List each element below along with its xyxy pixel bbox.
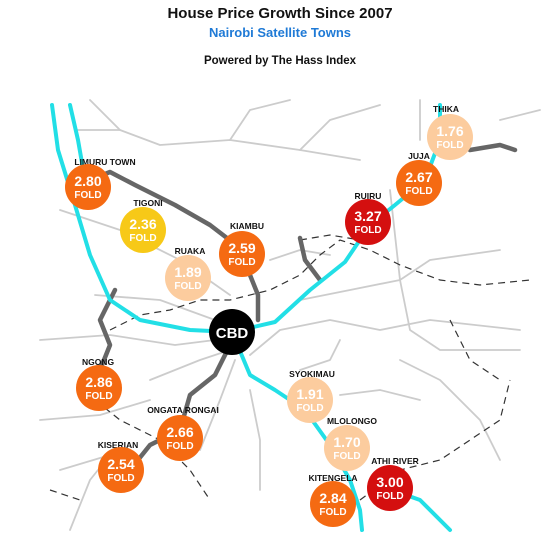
- town-fold-juja: FOLD: [405, 186, 432, 197]
- town-value-thika: 1.76: [436, 123, 463, 139]
- town-circle-ongata-rongai: [157, 415, 203, 461]
- cbd-label: CBD: [216, 325, 249, 342]
- town-fold-athi-river: FOLD: [376, 491, 403, 502]
- town-label-syokimau: SYOKIMAU: [289, 369, 335, 379]
- town-value-kiserian: 2.54: [107, 456, 134, 472]
- town-fold-thika: FOLD: [436, 140, 463, 151]
- town-circle-ruaka: [165, 255, 211, 301]
- town-circle-juja: [396, 160, 442, 206]
- town-value-ruiru: 3.27: [354, 208, 381, 224]
- town-circle-ruiru: [345, 199, 391, 245]
- town-fold-kiserian: FOLD: [107, 473, 134, 484]
- town-circle-mlolongo: [324, 425, 370, 471]
- town-circle-kiambu: [219, 231, 265, 277]
- town-label-limuru-town: LIMURU TOWN: [74, 157, 135, 167]
- town-circle-limuru-town: [65, 164, 111, 210]
- town-fold-syokimau: FOLD: [296, 403, 323, 414]
- cbd-circle: [209, 309, 255, 355]
- town-circle-syokimau: [287, 377, 333, 423]
- town-circle-tigoni: [120, 207, 166, 253]
- town-label-ruiru: RUIRU: [355, 191, 382, 201]
- town-label-thika: THIKA: [433, 104, 459, 114]
- town-circle-kitengela: [310, 481, 356, 527]
- town-value-syokimau: 1.91: [296, 386, 323, 402]
- minor-roads: [39, 99, 541, 531]
- town-value-juja: 2.67: [405, 169, 432, 185]
- town-fold-limuru-town: FOLD: [74, 190, 101, 201]
- town-fold-kitengela: FOLD: [319, 507, 346, 518]
- town-fold-kiambu: FOLD: [228, 257, 255, 268]
- cbd-marker: CBD: [209, 309, 255, 355]
- town-value-tigoni: 2.36: [129, 216, 156, 232]
- town-label-kitengela: KITENGELA: [308, 473, 357, 483]
- town-value-ruaka: 1.89: [174, 264, 201, 280]
- town-label-athi-river: ATHI RIVER: [371, 456, 419, 466]
- town-label-tigoni: TIGONI: [133, 198, 162, 208]
- town-circle-ngong: [76, 365, 122, 411]
- town-value-ongata-rongai: 2.66: [166, 424, 193, 440]
- page-title: House Price Growth Since 2007: [167, 5, 393, 22]
- town-label-ngong: NGONG: [82, 357, 115, 367]
- town-label-mlolongo: MLOLONGO: [327, 416, 377, 426]
- town-circle-thika: [427, 114, 473, 160]
- town-fold-ngong: FOLD: [85, 391, 112, 402]
- town-value-kitengela: 2.84: [319, 490, 346, 506]
- town-fold-ruaka: FOLD: [174, 281, 201, 292]
- town-fold-mlolongo: FOLD: [333, 451, 360, 462]
- town-value-kiambu: 2.59: [228, 240, 255, 256]
- town-circle-kiserian: [98, 447, 144, 493]
- powered-by-credit: Powered by The Hass Index: [203, 55, 357, 67]
- town-value-athi-river: 3.00: [376, 474, 403, 490]
- town-fold-ruiru: FOLD: [354, 225, 381, 236]
- town-label-ongata-rongai: ONGATA RONGAI: [147, 405, 219, 415]
- town-fold-tigoni: FOLD: [129, 233, 156, 244]
- town-markers: THIKA1.76FOLDJUJA2.67FOLDRUIRU3.27FOLDLI…: [65, 104, 473, 527]
- town-value-mlolongo: 1.70: [333, 434, 360, 450]
- town-circle-athi-river: [367, 465, 413, 511]
- town-fold-ongata-rongai: FOLD: [166, 441, 193, 452]
- town-label-juja: JUJA: [408, 151, 430, 161]
- town-label-kiserian: KISERIAN: [98, 440, 139, 450]
- town-label-ruaka: RUAKA: [175, 246, 206, 256]
- town-value-ngong: 2.86: [85, 374, 112, 390]
- town-value-limuru-town: 2.80: [74, 173, 101, 189]
- page-subtitle: Nairobi Satellite Towns: [208, 25, 352, 40]
- town-label-kiambu: KIAMBU: [230, 221, 264, 231]
